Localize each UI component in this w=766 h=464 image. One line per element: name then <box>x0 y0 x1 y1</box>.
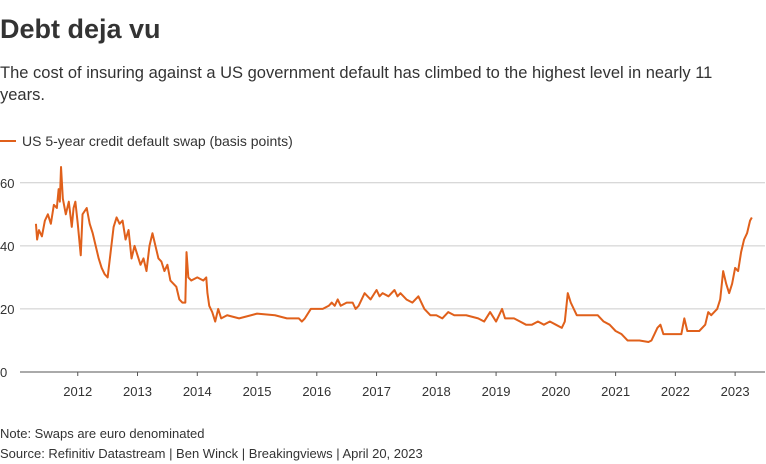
x-tick-label: 2017 <box>362 384 391 399</box>
chart-source: Source: Refinitiv Datastream | Ben Winck… <box>0 446 423 461</box>
x-tick-label: 2012 <box>63 384 92 399</box>
x-tick-label: 2015 <box>243 384 272 399</box>
y-tick-label: 0 <box>0 365 7 380</box>
x-tick-label: 2021 <box>601 384 630 399</box>
chart-note: Note: Swaps are euro denominated <box>0 426 205 441</box>
x-tick-label: 2018 <box>422 384 451 399</box>
legend-label: US 5-year credit default swap (basis poi… <box>22 133 293 149</box>
y-tick-label: 20 <box>0 302 14 317</box>
chart-title: Debt deja vu <box>0 14 161 44</box>
x-tick-label: 2013 <box>123 384 152 399</box>
x-tick-label: 2023 <box>721 384 750 399</box>
data-line <box>34 166 753 344</box>
x-tick-label: 2020 <box>541 384 570 399</box>
x-tick-label: 2022 <box>661 384 690 399</box>
chart-subtitle: The cost of insuring against a US govern… <box>0 64 712 104</box>
x-tick-label: 2019 <box>482 384 511 399</box>
y-tick-label: 60 <box>0 176 14 191</box>
y-tick-label: 40 <box>0 239 14 254</box>
x-tick-label: 2014 <box>183 384 212 399</box>
x-tick-label: 2016 <box>302 384 331 399</box>
